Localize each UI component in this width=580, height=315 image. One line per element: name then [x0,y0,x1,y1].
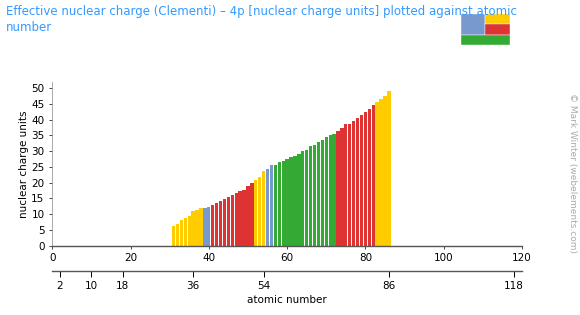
Bar [285,159,289,246]
Bar [231,195,234,246]
Bar [278,162,281,246]
Bar [360,115,363,246]
Bar [379,99,383,246]
Bar [203,209,206,246]
Bar [332,134,336,246]
Bar [200,208,202,246]
Bar [344,124,347,246]
Bar [352,121,356,246]
Bar [364,112,367,246]
Bar [301,151,304,246]
Bar [270,165,273,246]
Bar [242,190,246,246]
Bar [297,154,300,246]
Bar [356,118,359,246]
Bar [321,140,324,246]
Bar [187,216,191,246]
Bar [313,145,316,246]
Text: © Mark Winter (webelements.com): © Mark Winter (webelements.com) [568,93,577,253]
Bar [258,177,262,246]
Bar [219,201,222,246]
Bar [289,158,293,246]
Bar [383,96,387,246]
Bar [211,205,215,246]
Text: Effective nuclear charge (Clementi) – 4p [nuclear charge units] plotted against : Effective nuclear charge (Clementi) – 4p… [6,5,517,34]
X-axis label: atomic number: atomic number [247,295,327,305]
Bar [207,207,211,246]
Bar [172,226,175,246]
Bar [195,209,199,246]
Bar [372,106,375,246]
Bar [262,171,265,246]
Bar [375,102,379,246]
Bar [266,169,269,246]
Bar [348,124,351,246]
Bar [234,193,238,246]
Bar [281,161,285,246]
Bar [328,135,332,246]
Bar [254,180,258,246]
Bar [274,165,277,246]
Bar [176,224,179,246]
Bar [368,109,371,246]
Bar [227,197,230,246]
Bar [238,192,242,246]
Bar [246,186,249,246]
Bar [250,183,253,246]
Bar [293,156,296,246]
Bar [191,211,195,246]
Bar [305,150,309,246]
Bar [325,137,328,246]
Bar [223,199,226,246]
Bar [340,128,343,246]
Y-axis label: nuclear charge units: nuclear charge units [19,110,28,218]
Bar [184,218,187,246]
Bar [387,91,390,246]
Bar [180,220,183,246]
Bar [336,131,340,246]
Bar [317,142,320,246]
Bar [309,146,312,246]
Bar [215,203,218,246]
